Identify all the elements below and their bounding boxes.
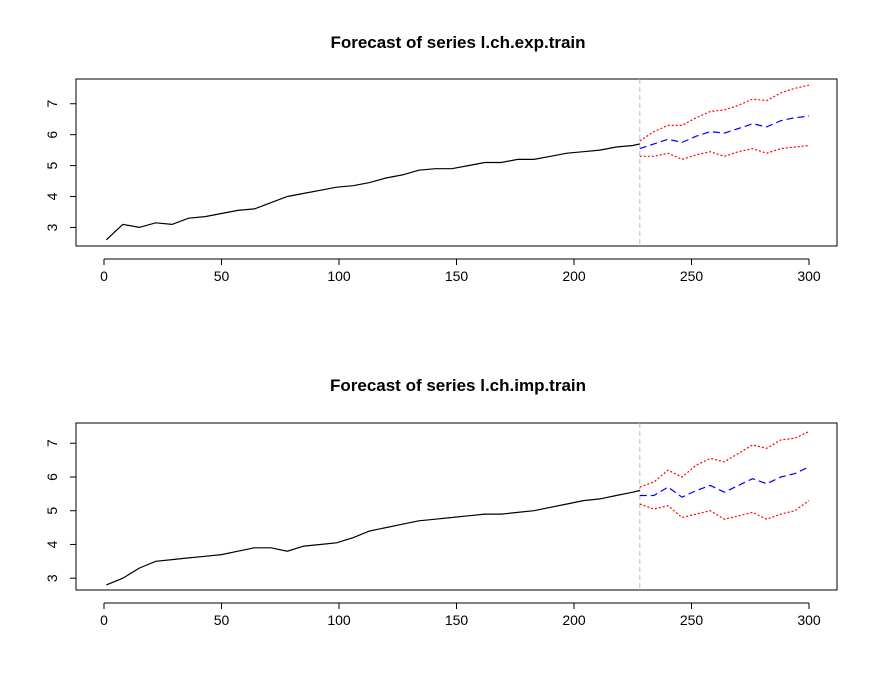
x-tick-label: 0 (100, 268, 108, 284)
x-tick-label: 150 (445, 268, 469, 284)
upper-bound-line (639, 430, 810, 488)
plot-area-border (75, 422, 838, 591)
y-tick-label: 7 (44, 439, 60, 447)
x-tick-label: 250 (680, 268, 704, 284)
x-tick-label: 150 (445, 612, 469, 628)
x-tick-label: 100 (327, 612, 351, 628)
chart-panel-imports: Forecast of series l.ch.imp.train 3 4 5 6 7 0… (44, 376, 838, 628)
chart-title: Forecast of series l.ch.imp.train (330, 376, 586, 395)
observed-series-line (105, 143, 640, 241)
forecast-mean-line (639, 466, 810, 498)
y-tick-label: 4 (44, 192, 60, 200)
y-tick-label: 5 (44, 161, 60, 169)
y-tick-label: 3 (44, 574, 60, 582)
lower-bound-line (639, 500, 810, 520)
x-tick-label: 50 (214, 268, 230, 284)
y-tick-label: 5 (44, 507, 60, 515)
chart-title: Forecast of series l.ch.exp.train (330, 33, 585, 52)
observed-series-line (106, 489, 640, 586)
y-tick-label: 4 (44, 540, 60, 548)
x-tick-label: 250 (680, 612, 704, 628)
lower-bound-line (639, 144, 810, 161)
upper-bound-line (639, 84, 810, 142)
y-tick-label: 6 (44, 131, 60, 139)
x-tick-label: 50 (214, 612, 230, 628)
y-tick-label: 3 (44, 223, 60, 231)
x-tick-label: 0 (100, 612, 108, 628)
plot-area-border (75, 78, 838, 247)
x-tick-label: 300 (797, 268, 821, 284)
x-tick-label: 200 (562, 612, 586, 628)
y-tick-label: 6 (44, 473, 60, 481)
x-tick-label: 200 (562, 268, 586, 284)
chart-panel-exports: Forecast of series l.ch.exp.train 3 4 5 6 7 0… (44, 33, 838, 284)
x-tick-label: 100 (327, 268, 351, 284)
x-tick-label: 300 (797, 612, 821, 628)
y-tick-label: 7 (44, 100, 60, 108)
forecast-mean-line (639, 115, 810, 150)
